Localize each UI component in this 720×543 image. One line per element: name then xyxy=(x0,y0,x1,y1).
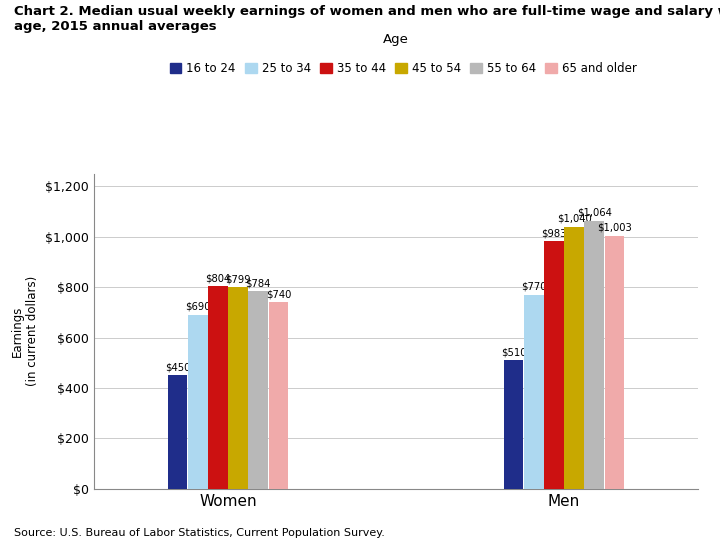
Text: Age: Age xyxy=(383,33,409,46)
Text: $450: $450 xyxy=(165,362,190,372)
Legend: 16 to 24, 25 to 34, 35 to 44, 45 to 54, 55 to 64, 65 and older: 16 to 24, 25 to 34, 35 to 44, 45 to 54, … xyxy=(165,58,642,80)
Bar xyxy=(188,315,207,489)
Bar xyxy=(248,291,268,489)
Bar xyxy=(228,287,248,489)
Text: $740: $740 xyxy=(266,289,291,299)
Bar xyxy=(504,360,523,489)
Y-axis label: Earnings
(in current dollars): Earnings (in current dollars) xyxy=(12,276,40,387)
Bar xyxy=(208,286,228,489)
Text: $1,064: $1,064 xyxy=(577,207,612,218)
Text: Source: U.S. Bureau of Labor Statistics, Current Population Survey.: Source: U.S. Bureau of Labor Statistics,… xyxy=(14,528,385,538)
Text: $804: $804 xyxy=(205,273,230,283)
Bar xyxy=(585,220,604,489)
Bar xyxy=(605,236,624,489)
Bar xyxy=(564,226,584,489)
Text: $799: $799 xyxy=(225,274,251,285)
Text: Chart 2. Median usual weekly earnings of women and men who are full-time wage an: Chart 2. Median usual weekly earnings of… xyxy=(14,5,720,34)
Bar xyxy=(544,241,564,489)
Text: $1,003: $1,003 xyxy=(597,223,631,233)
Bar xyxy=(168,375,187,489)
Text: $784: $784 xyxy=(246,278,271,288)
Text: $983: $983 xyxy=(541,228,567,238)
Bar xyxy=(269,302,288,489)
Bar xyxy=(524,295,544,489)
Text: $770: $770 xyxy=(521,282,546,292)
Text: $510: $510 xyxy=(501,347,526,357)
Text: $690: $690 xyxy=(185,302,210,312)
Text: $1,040: $1,040 xyxy=(557,213,591,224)
